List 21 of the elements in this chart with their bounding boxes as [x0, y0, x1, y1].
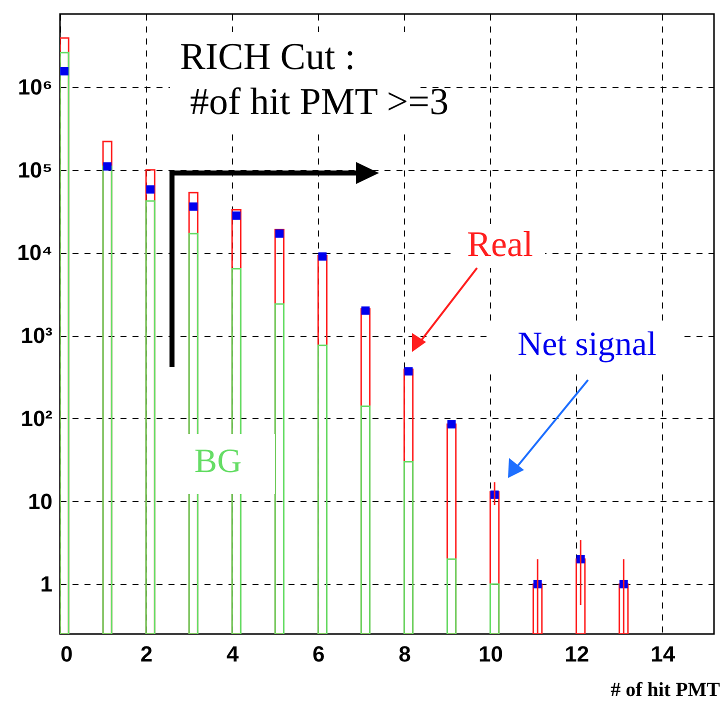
annotation: #of hit PMT >=3 — [190, 81, 449, 123]
y-tick-label: 10⁵ — [18, 157, 52, 182]
y-tick-label: 10⁶ — [18, 74, 52, 100]
y-tick-label: 10⁴ — [17, 240, 52, 266]
y-tick-label: 10³ — [20, 323, 52, 348]
x-tick-label: 12 — [564, 642, 590, 666]
series-label: BG — [194, 443, 242, 480]
text: Real — [467, 224, 533, 264]
y-tick-label: 10² — [20, 406, 52, 431]
x-tick-label: 0 — [60, 642, 73, 666]
x-tick-label: 6 — [312, 642, 325, 666]
x-tick-label: 10 — [478, 642, 504, 666]
x-axis-title: # of hit PMT — [610, 679, 721, 701]
y-tick-label: 1 — [40, 572, 52, 597]
x-tick-label: 2 — [140, 642, 153, 666]
x-tick-label: 8 — [398, 642, 411, 666]
y-tick-label: 10 — [28, 488, 52, 514]
x-tick-label: 14 — [650, 642, 676, 666]
annotation: RICH Cut : — [180, 36, 356, 78]
x-tick-label: 4 — [226, 642, 240, 666]
text: Net signal — [518, 326, 656, 363]
